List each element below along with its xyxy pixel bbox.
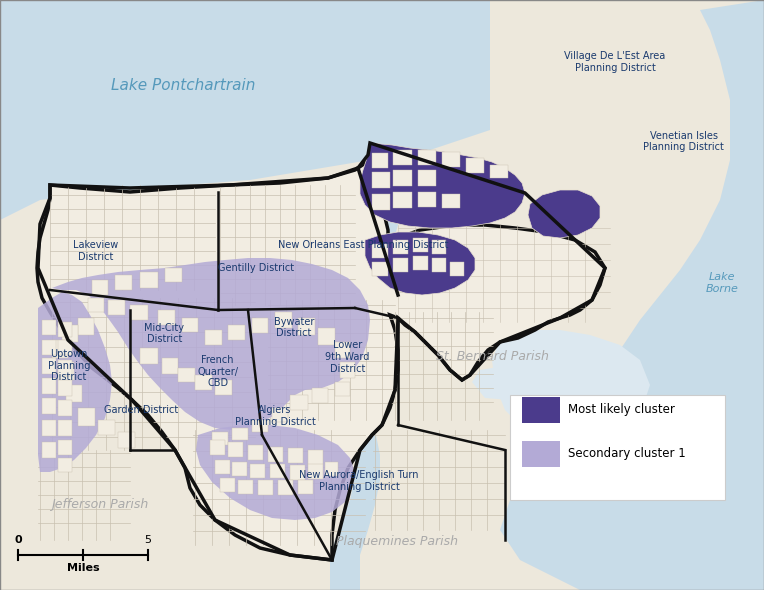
Text: Lake
Borne: Lake Borne	[705, 273, 739, 294]
Text: Lower
9th Ward
District: Lower 9th Ward District	[325, 340, 370, 373]
Polygon shape	[88, 298, 104, 312]
Polygon shape	[58, 360, 72, 376]
Polygon shape	[360, 143, 525, 228]
Polygon shape	[393, 192, 412, 208]
Polygon shape	[432, 240, 446, 254]
Polygon shape	[228, 442, 243, 457]
Polygon shape	[98, 420, 115, 435]
Polygon shape	[308, 464, 323, 479]
Polygon shape	[42, 398, 56, 414]
Polygon shape	[248, 445, 263, 460]
Text: 0: 0	[15, 535, 22, 545]
Polygon shape	[375, 210, 390, 240]
Polygon shape	[340, 362, 355, 378]
Polygon shape	[372, 172, 390, 188]
Text: Algiers
Planning District: Algiers Planning District	[235, 405, 316, 427]
Polygon shape	[58, 420, 72, 436]
Polygon shape	[42, 320, 56, 335]
Text: Uptown
Planning
District: Uptown Planning District	[47, 349, 90, 382]
Polygon shape	[290, 465, 305, 480]
Polygon shape	[212, 432, 228, 445]
Polygon shape	[215, 380, 232, 395]
Polygon shape	[52, 258, 370, 430]
Polygon shape	[178, 368, 195, 382]
Polygon shape	[232, 428, 248, 440]
Polygon shape	[162, 358, 178, 374]
FancyBboxPatch shape	[510, 395, 725, 500]
Polygon shape	[442, 194, 460, 208]
Text: Garden District: Garden District	[104, 405, 179, 415]
Text: Most likely cluster: Most likely cluster	[568, 404, 675, 417]
Polygon shape	[205, 330, 222, 345]
Bar	[522, 441, 560, 467]
Polygon shape	[42, 378, 56, 394]
Polygon shape	[210, 440, 225, 455]
Polygon shape	[268, 447, 283, 462]
Polygon shape	[492, 330, 650, 452]
Polygon shape	[220, 478, 235, 492]
Polygon shape	[335, 342, 350, 358]
Polygon shape	[490, 165, 508, 178]
Polygon shape	[182, 318, 198, 332]
Text: New Orleans East Planning District: New Orleans East Planning District	[277, 240, 448, 250]
Polygon shape	[92, 280, 108, 295]
Polygon shape	[418, 150, 436, 165]
Polygon shape	[318, 328, 335, 345]
Polygon shape	[196, 425, 355, 520]
Polygon shape	[393, 150, 412, 165]
Polygon shape	[52, 340, 68, 358]
Polygon shape	[530, 415, 585, 450]
Polygon shape	[42, 358, 56, 374]
Polygon shape	[38, 292, 112, 472]
Polygon shape	[288, 448, 303, 463]
Polygon shape	[393, 170, 412, 186]
Polygon shape	[335, 382, 350, 396]
Polygon shape	[528, 190, 600, 238]
Text: Bywater
District: Bywater District	[274, 317, 314, 338]
Polygon shape	[37, 160, 605, 560]
Text: Lakeview
District: Lakeview District	[73, 240, 118, 261]
Polygon shape	[250, 464, 265, 478]
Polygon shape	[278, 480, 293, 495]
Polygon shape	[62, 325, 78, 342]
Polygon shape	[365, 232, 475, 295]
Text: Mid-City
District: Mid-City District	[144, 323, 184, 344]
Polygon shape	[298, 318, 315, 335]
Polygon shape	[58, 380, 72, 396]
Polygon shape	[58, 440, 72, 455]
Polygon shape	[250, 325, 380, 590]
Polygon shape	[270, 464, 285, 478]
Polygon shape	[312, 388, 328, 403]
Polygon shape	[413, 238, 428, 252]
Text: Miles: Miles	[66, 563, 99, 573]
Polygon shape	[308, 450, 323, 465]
Polygon shape	[58, 322, 72, 337]
Polygon shape	[140, 272, 158, 288]
Polygon shape	[472, 365, 520, 400]
Polygon shape	[215, 460, 230, 474]
Text: Jefferson Parish: Jefferson Parish	[50, 498, 148, 511]
Polygon shape	[58, 340, 72, 355]
Text: 5: 5	[144, 535, 151, 545]
Polygon shape	[275, 312, 292, 328]
Polygon shape	[66, 385, 82, 402]
Polygon shape	[158, 310, 175, 325]
Polygon shape	[232, 462, 247, 476]
Polygon shape	[272, 408, 288, 422]
Polygon shape	[0, 0, 490, 220]
Polygon shape	[393, 240, 408, 254]
Polygon shape	[238, 480, 253, 494]
Text: Venetian Isles
Planning District: Venetian Isles Planning District	[643, 131, 724, 152]
Polygon shape	[42, 442, 56, 458]
Polygon shape	[325, 462, 338, 476]
Polygon shape	[252, 420, 268, 432]
Polygon shape	[140, 348, 158, 364]
Polygon shape	[298, 480, 313, 494]
Polygon shape	[165, 268, 182, 282]
Text: St. Bernard Parish: St. Bernard Parish	[436, 350, 549, 363]
Polygon shape	[450, 262, 464, 276]
Polygon shape	[372, 153, 388, 168]
Text: Gentilly District: Gentilly District	[218, 264, 294, 273]
Polygon shape	[228, 325, 245, 340]
